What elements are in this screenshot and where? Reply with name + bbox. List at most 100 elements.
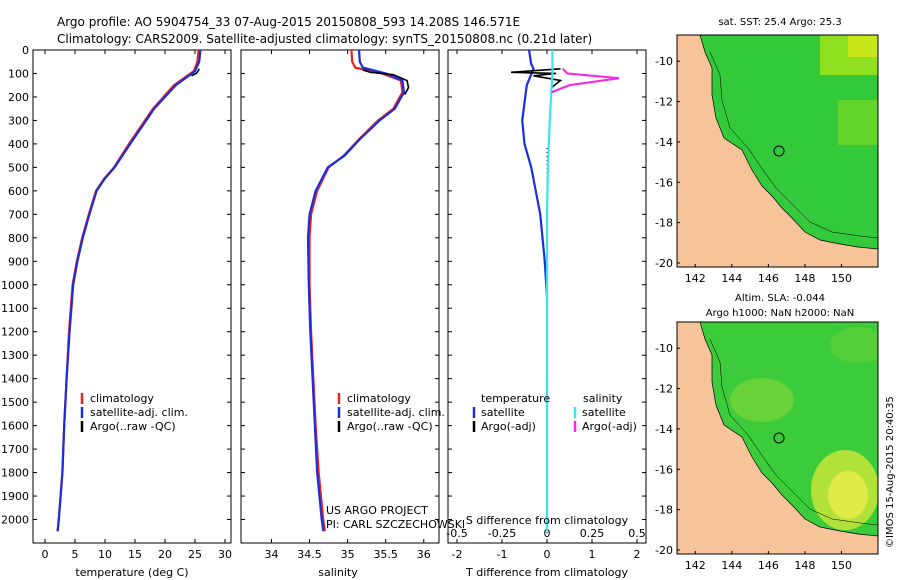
- map-sla-subtitle: Argo h1000: NaN h2000: NaN: [706, 308, 854, 319]
- map-sst-warm-patch-2: [848, 35, 878, 57]
- y-tick-label: 200: [8, 91, 29, 104]
- map-y-tick-label: -10: [655, 55, 673, 68]
- salinity-legend: climatology satellite-adj. clim. Argo(..…: [337, 392, 445, 433]
- map-x-tick-label: 150: [831, 559, 852, 572]
- map-sst-axes: 142 144 146 148 150 -10 -12 -14 -16 -18 -20: [655, 55, 852, 285]
- legend-label-argo: Argo(..raw -QC): [347, 420, 433, 433]
- map-sst-land: [677, 35, 878, 267]
- legend-label-climatology: climatology: [347, 392, 411, 405]
- legend-label-s-argo: Argo(-adj): [582, 420, 637, 433]
- map-y-tick-label: -14: [655, 136, 673, 149]
- map-y-tick-label: -12: [655, 96, 673, 109]
- map-y-tick-label: -20: [655, 257, 673, 270]
- y-tick-label: 100: [8, 67, 29, 80]
- y-tick-label: 500: [8, 161, 29, 174]
- legend-header-salinity: salinity: [583, 392, 623, 405]
- map-x-tick-label: 150: [831, 272, 852, 285]
- x-tick-label: 0: [544, 548, 551, 561]
- difference-xlabel-top: S difference from climatology: [466, 514, 629, 527]
- map-x-tick-label: 148: [794, 272, 815, 285]
- x-tick-label-salinity: 0: [544, 527, 551, 540]
- map-sla-anomaly-2: [830, 327, 878, 363]
- y-tick-label: 900: [8, 255, 29, 268]
- x-tick-label-salinity: 0.25: [580, 527, 605, 540]
- x-tick-label: 30: [218, 548, 232, 561]
- map-sst-title: sat. SST: 25.4 Argo: 25.3: [718, 17, 841, 28]
- y-tick-label: 1100: [1, 302, 29, 315]
- y-tick-label: 1900: [1, 490, 29, 503]
- y-tick-label: 0: [22, 44, 29, 57]
- y-tick-label: 800: [8, 232, 29, 245]
- legend-label-t-satellite: satellite: [481, 406, 525, 419]
- y-tick-label: 700: [8, 208, 29, 221]
- x-tick-label-salinity: 0.5: [628, 527, 646, 540]
- y-tick-label: 1400: [1, 373, 29, 386]
- series-line-argo: [191, 68, 200, 77]
- series-line-argo: [510, 67, 563, 89]
- map-y-tick-label: -20: [655, 544, 673, 557]
- y-tick-label: 1500: [1, 396, 29, 409]
- map-y-tick-label: -10: [655, 342, 673, 355]
- difference-plot: -2 -1 0 1 2 -0.5 -0.25 0 0.25 0.5: [446, 49, 646, 561]
- legend-label-argo: Argo(..raw -QC): [90, 420, 176, 433]
- map-y-tick-label: -18: [655, 217, 673, 230]
- map-sla-frame: [676, 321, 879, 555]
- x-tick-label: 1: [589, 548, 596, 561]
- x-tick-label-salinity: -0.25: [488, 527, 516, 540]
- map-sla-anomaly-1: [730, 378, 794, 422]
- x-tick-label-salinity: -0.5: [446, 527, 467, 540]
- map-x-tick-label: 146: [758, 559, 779, 572]
- x-tick-label: 34: [264, 548, 278, 561]
- y-tick-label: 1800: [1, 467, 29, 480]
- salinity-panel: [240, 49, 440, 544]
- temperature-plot: 0100200300400500600700800900100011001200…: [1, 44, 232, 561]
- y-tick-label: 1000: [1, 279, 29, 292]
- legend-label-climatology: climatology: [90, 392, 154, 405]
- x-tick-label: 2: [634, 548, 641, 561]
- map-y-tick-label: -18: [655, 504, 673, 517]
- series-line-satellite: [306, 49, 406, 532]
- header-line-1: Argo profile: AO 5904754_33 07-Aug-2015 …: [57, 15, 520, 29]
- x-tick-label: -2: [452, 548, 463, 561]
- map-y-tick-label: -16: [655, 463, 673, 476]
- x-tick-label: 0: [42, 548, 49, 561]
- map-x-tick-label: 148: [794, 559, 815, 572]
- map-x-tick-label: 144: [721, 559, 742, 572]
- imos-stamp: ©IMOS 15-Aug-2015 20:40:35: [885, 396, 896, 548]
- y-tick-label: 2000: [1, 514, 29, 527]
- map-sla-depth-contour: [709, 338, 878, 526]
- temperature-panel: [32, 49, 232, 544]
- series-line-sal_argo: [551, 68, 620, 94]
- map-y-tick-label: -14: [655, 423, 673, 436]
- x-tick-label: 15: [128, 548, 142, 561]
- map-sla-title: Altim. SLA: -0.044: [735, 293, 825, 304]
- pi-annotation: PI: CARL SZCZECHOWSKI: [326, 518, 465, 531]
- map-sla-argo-marker: [773, 432, 785, 444]
- y-tick-label: 1300: [1, 349, 29, 362]
- map-x-tick-label: 142: [685, 272, 706, 285]
- salinity-xlabel: salinity: [318, 566, 358, 579]
- y-tick-label: 400: [8, 138, 29, 151]
- salinity-plot: 34 34.5 35 35.5 36: [241, 49, 439, 561]
- legend-label-s-satellite: satellite: [582, 406, 626, 419]
- x-tick-label: 20: [158, 548, 172, 561]
- y-tick-label: 600: [8, 185, 29, 198]
- project-annotation: US ARGO PROJECT: [326, 504, 428, 517]
- legend-label-satellite: satellite-adj. clim.: [90, 406, 188, 419]
- x-tick-label: 25: [188, 548, 202, 561]
- y-tick-label: 1200: [1, 326, 29, 339]
- map-sst-depth-contour: [709, 51, 878, 239]
- legend-header-temperature: temperature: [481, 392, 550, 405]
- legend-label-t-argo: Argo(-adj): [481, 420, 536, 433]
- temperature-legend: climatology satellite-adj. clim. Argo(..…: [80, 392, 188, 433]
- y-tick-label: 1600: [1, 420, 29, 433]
- map-sst-argo-marker: [773, 145, 785, 157]
- x-tick-label: 34.5: [297, 548, 322, 561]
- map-y-tick-label: -12: [655, 383, 673, 396]
- series-line-sal_satellite: [545, 50, 554, 532]
- temperature-xlabel: temperature (deg C): [75, 566, 188, 579]
- x-tick-label: 5: [72, 548, 79, 561]
- map-sla-anomaly-4: [828, 471, 868, 519]
- header-line-2: Climatology: CARS2009. Satellite-adjuste…: [57, 32, 592, 46]
